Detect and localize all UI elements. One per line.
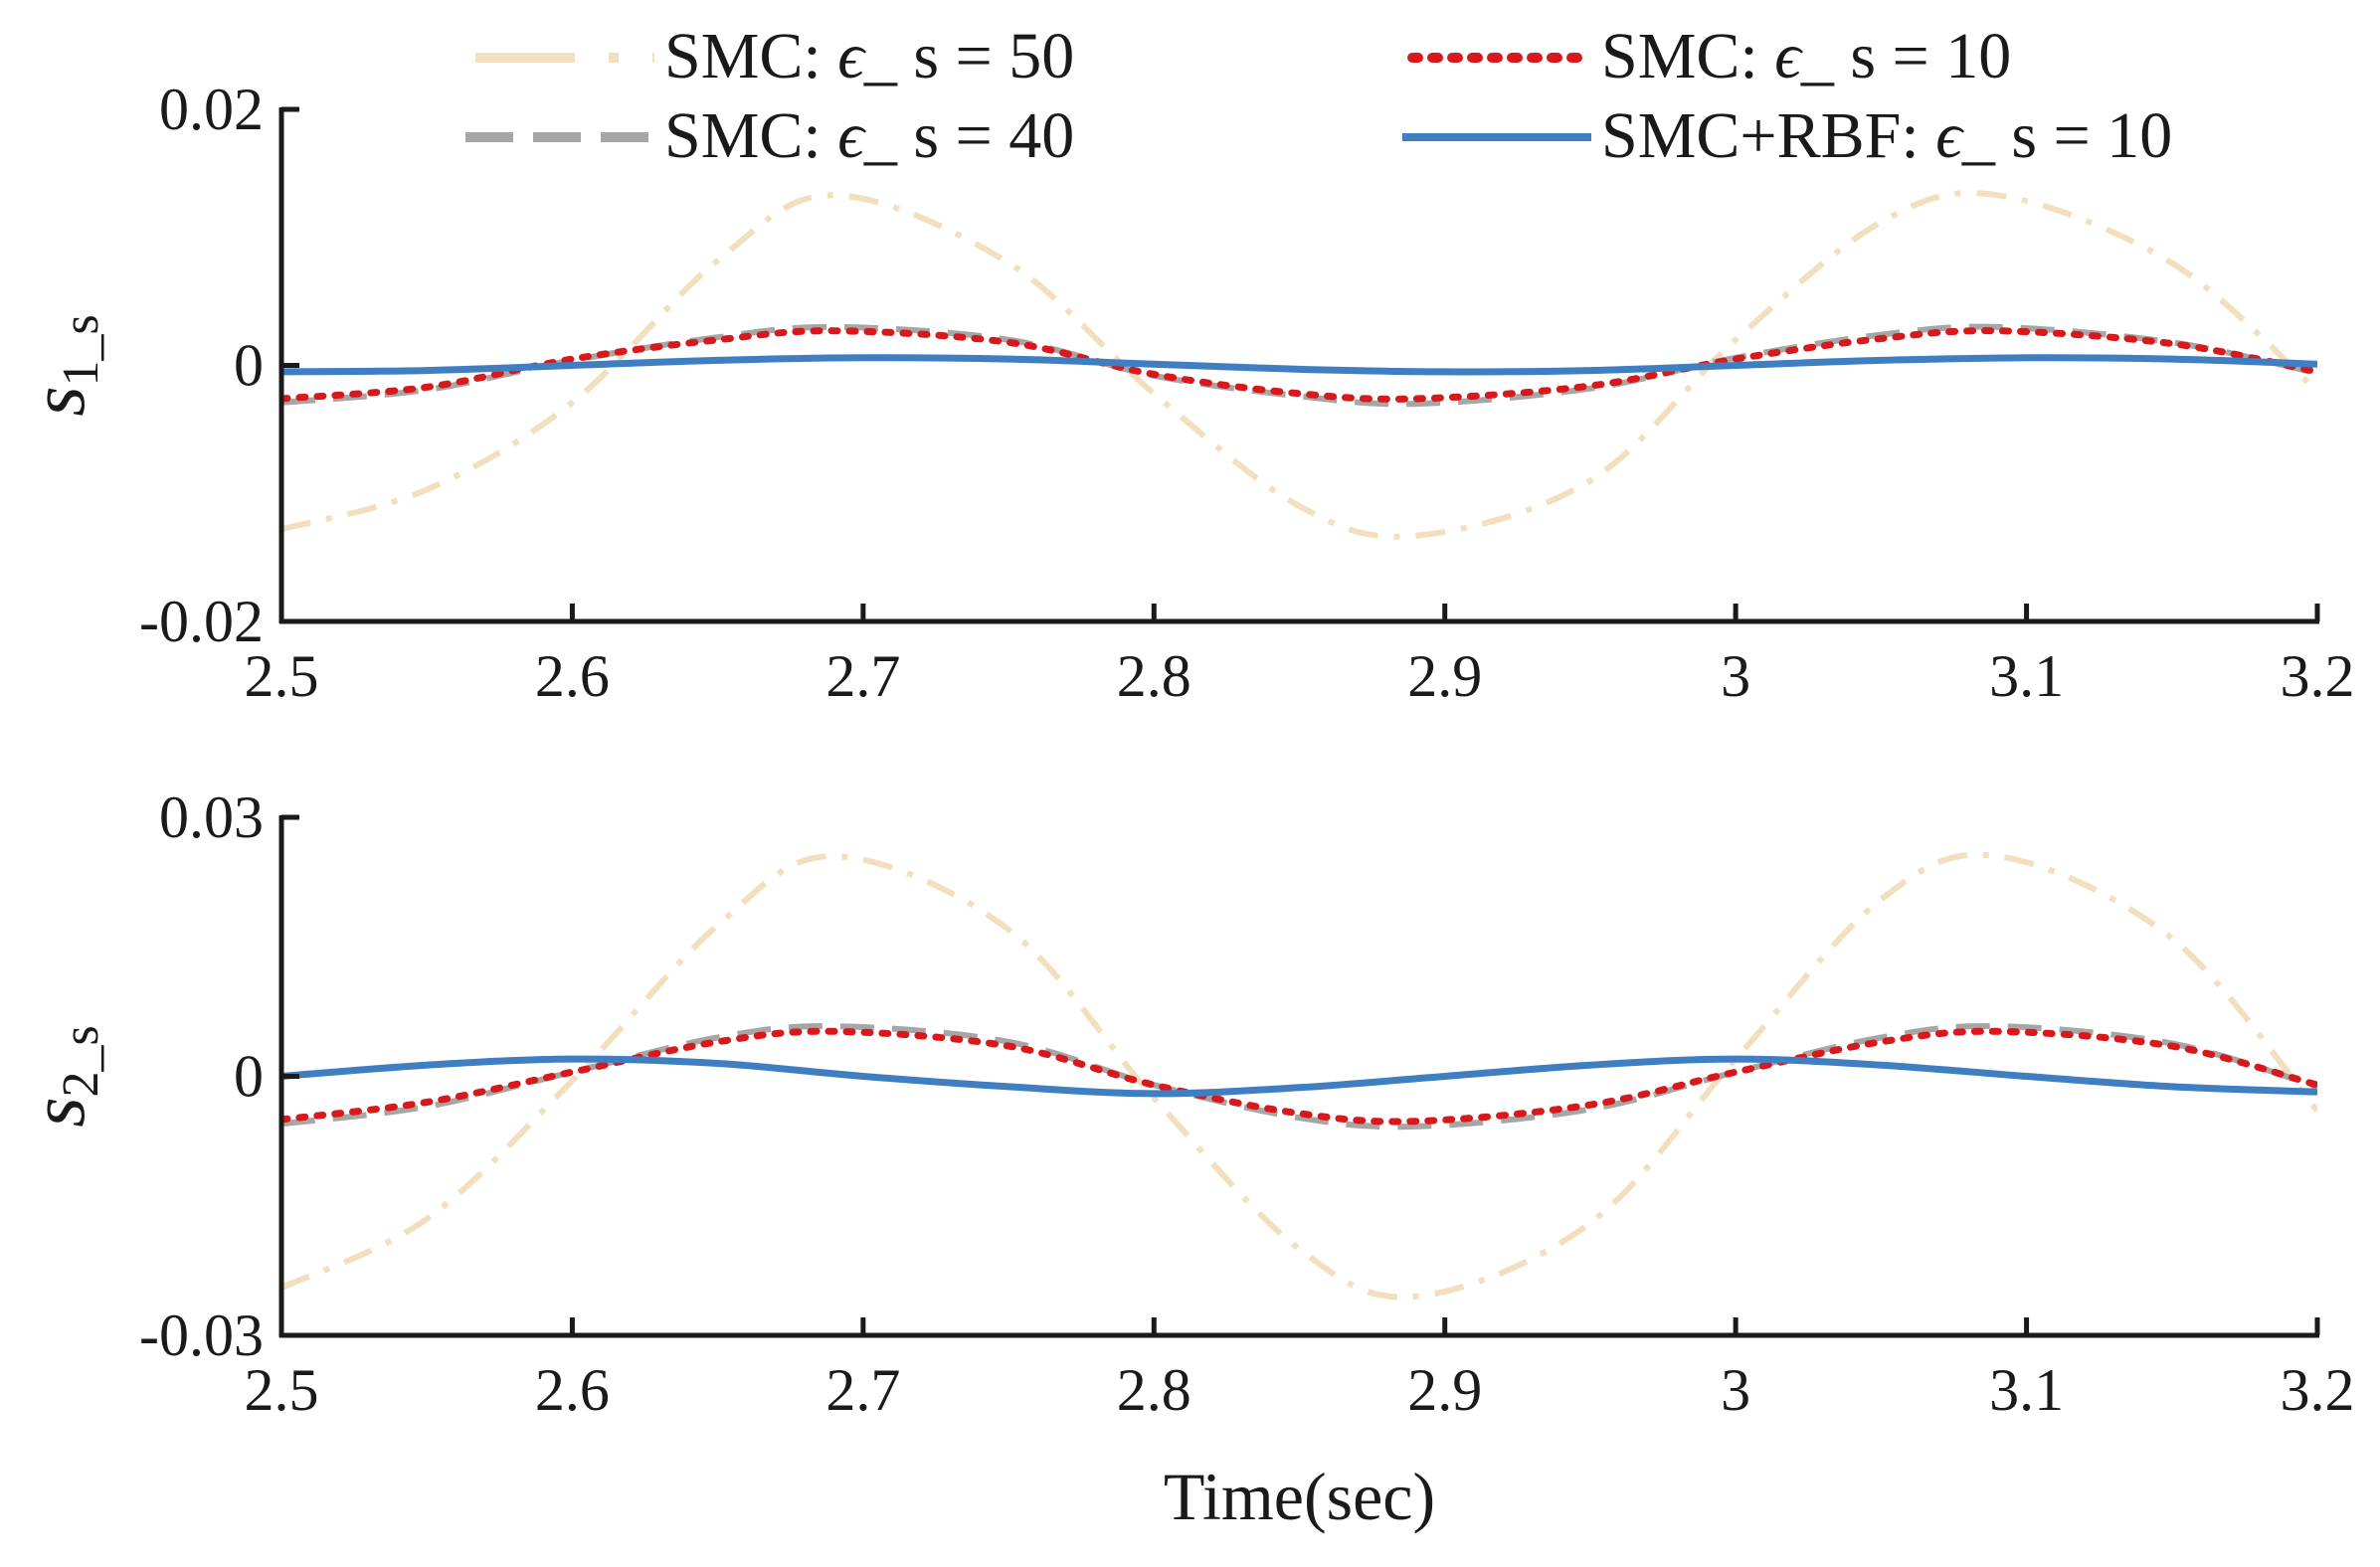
legend-label: SMC: ϵ_ s = 10: [1601, 20, 2011, 92]
x-tick-label: 2.8: [1117, 643, 1191, 709]
y-tick-label: 0: [234, 333, 264, 399]
series-line-1: [281, 190, 2317, 540]
x-tick-label: 2.8: [1117, 1357, 1191, 1423]
series-line-2: [281, 323, 2317, 408]
y-axis-title: s2_s: [14, 1025, 109, 1128]
panel-1: 2.5 2.6 2.7 2.8 2.9 3 3.1 3.2 -0.02 0 0.02 s1_s: [14, 77, 2355, 709]
panel-2: 2.5 2.6 2.7 2.8 2.9 3 3.1 3.2 -0.03 0 0.03 s2_s Time…: [14, 784, 2355, 1534]
y-tick-label: -0.03: [139, 1303, 264, 1368]
x-tick-label: 2.9: [1407, 1357, 1482, 1423]
y-tick-label: 0.03: [159, 784, 264, 850]
x-tick-label: 2.5: [245, 1357, 319, 1423]
x-tick-label: 2.7: [825, 1357, 900, 1423]
x-tick-label: 3.2: [2281, 643, 2355, 709]
x-tick-label: 3.1: [1989, 643, 2064, 709]
legend: SMC: ϵ_ s = 50 SMC: ϵ_ s = 10 SMC: ϵ_ s = …: [465, 20, 2172, 172]
x-tick-label: 2.6: [535, 643, 610, 709]
x-tick-label: 2.9: [1407, 643, 1482, 709]
legend-label: SMC: ϵ_ s = 50: [664, 20, 1074, 92]
series-line-1: [281, 851, 2317, 1301]
x-tick-label: 2.7: [825, 643, 900, 709]
y-tick-label: 0: [234, 1044, 264, 1110]
series-line-3: [281, 327, 2317, 403]
series-group-1: [281, 190, 2317, 540]
series-group-2: [281, 851, 2317, 1301]
legend-item: SMC: ϵ_ s = 40: [465, 99, 1074, 172]
x-tick-label: 3.1: [1989, 1357, 2064, 1423]
y-tick-label: 0.02: [159, 77, 264, 142]
x-tick-label: 3: [1721, 1357, 1750, 1423]
y-tick-label: -0.02: [139, 589, 264, 654]
legend-label: SMC+RBF: ϵ_ s = 10: [1601, 99, 2172, 172]
legend-item: SMC: ϵ_ s = 10: [1407, 20, 2011, 92]
y-axis-title: s1_s: [14, 314, 109, 417]
legend-item: SMC: ϵ_ s = 50: [475, 20, 1074, 92]
x-tick-label: 2.6: [535, 1357, 610, 1423]
legend-item: SMC+RBF: ϵ_ s = 10: [1402, 99, 2172, 172]
series-line-4: [281, 354, 2317, 376]
x-axis-title: Time(sec): [1164, 1459, 1435, 1534]
series-line-4: [281, 1055, 2317, 1098]
x-tick-label: 3.2: [2281, 1357, 2355, 1423]
x-tick-label: 2.5: [245, 643, 319, 709]
x-tick-label: 3: [1721, 643, 1750, 709]
legend-label: SMC: ϵ_ s = 40: [664, 99, 1074, 172]
